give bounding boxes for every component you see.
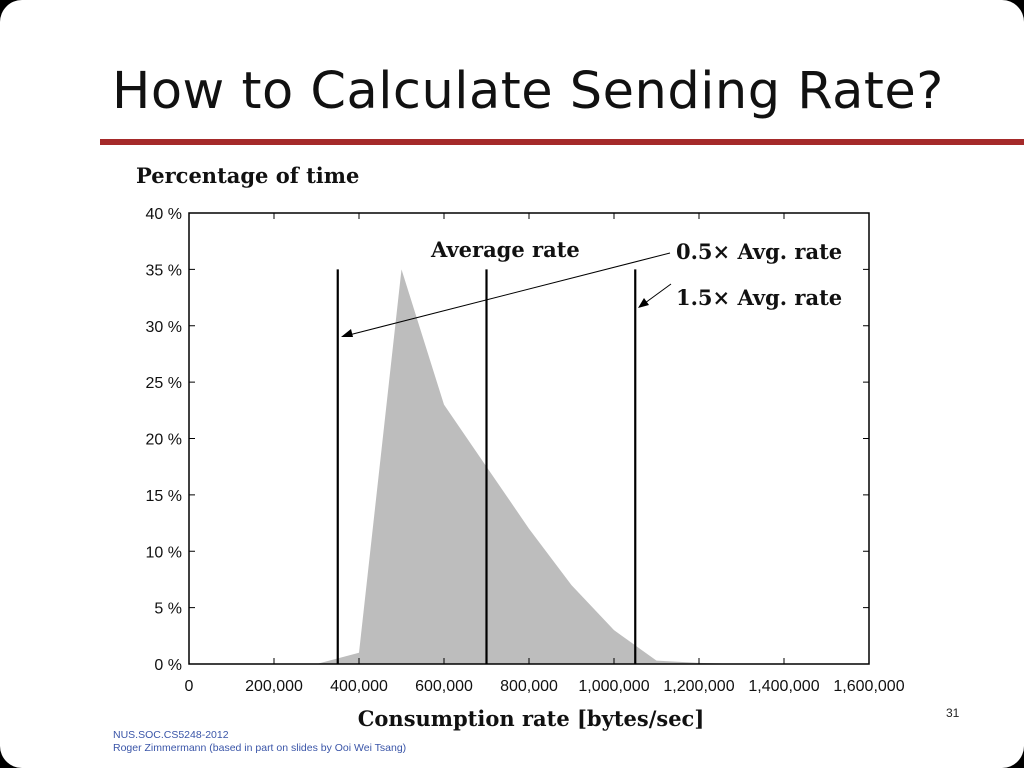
x-tick-label: 1,400,000	[748, 678, 819, 695]
half-avg-rate-arrowhead	[341, 329, 353, 337]
area-layer	[316, 269, 742, 664]
half-avg-rate-pointer	[348, 252, 671, 336]
x-tick-label: 800,000	[500, 678, 558, 695]
half-avg-rate-label: 0.5× Avg. rate	[676, 239, 842, 264]
footer-author: Roger Zimmermann (based in part on slide…	[113, 742, 407, 754]
x-tick-label: 1,200,000	[663, 678, 734, 695]
y-axis-label: Percentage of time	[136, 163, 359, 188]
y-tick-label: 35 %	[146, 262, 182, 279]
x-tick-label: 400,000	[330, 678, 388, 695]
slide-title: How to Calculate Sending Rate?	[112, 62, 944, 121]
one-and-half-avg-rate-arrowhead	[638, 298, 649, 308]
x-tick-labels: 0 200,000 400,000 600,000 800,000 1,000,000 1,…	[185, 678, 905, 695]
y-tick-label: 20 %	[146, 432, 182, 449]
footer-course: NUS.SOC.CS5248-2012	[113, 729, 229, 741]
plot-frame	[188, 212, 870, 665]
distribution-area	[316, 269, 742, 664]
x-tick-label: 1,600,000	[833, 678, 904, 695]
y-tick-label: 30 %	[146, 319, 182, 336]
y-tick-labels: 0 % 5 % 10 % 15 % 20 % 25 % 30 % 35 % 40 %	[146, 206, 182, 674]
y-tick-label: 5 %	[154, 601, 182, 618]
x-tick-label: 600,000	[415, 678, 473, 695]
y-tick-label: 0 %	[154, 657, 182, 674]
y-tick-label: 10 %	[146, 544, 182, 561]
page-number: 31	[946, 706, 960, 720]
x-tick-label: 200,000	[245, 678, 303, 695]
y-tick-label: 40 %	[146, 206, 182, 223]
reference-lines	[336, 269, 637, 664]
one-and-half-avg-rate-label: 1.5× Avg. rate	[676, 285, 842, 310]
average-rate-label: Average rate	[430, 237, 580, 262]
y-tick-label: 25 %	[146, 375, 182, 392]
x-axis-label: Consumption rate [bytes/sec]	[358, 706, 705, 731]
title-divider	[100, 139, 1024, 145]
footer: NUS.SOC.CS5248-2012 Roger Zimmermann (ba…	[113, 729, 406, 755]
y-tick-label: 15 %	[146, 488, 182, 505]
x-tick-label: 1,000,000	[578, 678, 649, 695]
one-and-half-avg-rate-pointer	[644, 283, 672, 304]
x-tick-label: 0	[185, 678, 194, 695]
